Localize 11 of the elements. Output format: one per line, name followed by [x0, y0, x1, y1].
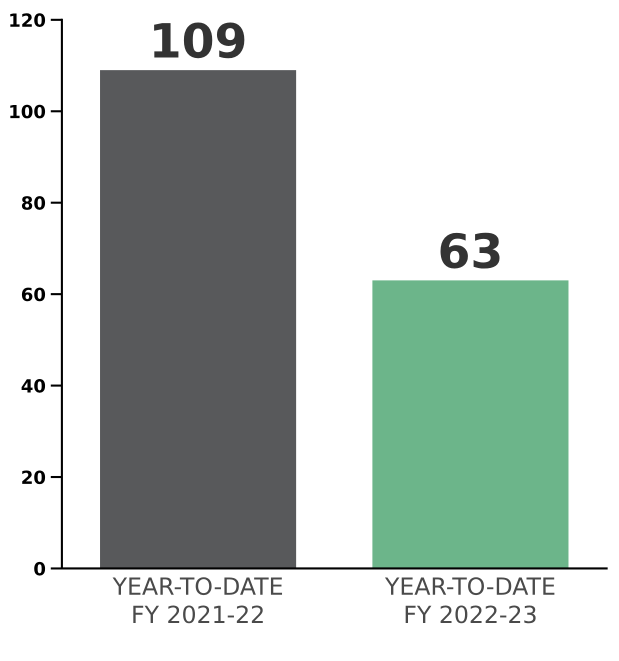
y-tick-label: 60	[22, 288, 46, 302]
x-tick-label: YEAR-TO-DATE FY 2021-22	[112, 577, 282, 624]
y-tick-label: 20	[22, 470, 46, 484]
data-label: 109	[154, 22, 244, 58]
y-tick-label: 40	[22, 379, 46, 393]
y-tick-label: 100	[10, 104, 46, 118]
y-tick-label: 80	[22, 196, 46, 210]
data-label: 63	[440, 232, 500, 268]
y-tick-label: 120	[10, 13, 46, 27]
x-tick-label: YEAR-TO-DATE FY 2022-23	[384, 577, 554, 624]
y-tick-label: 0	[34, 562, 46, 576]
